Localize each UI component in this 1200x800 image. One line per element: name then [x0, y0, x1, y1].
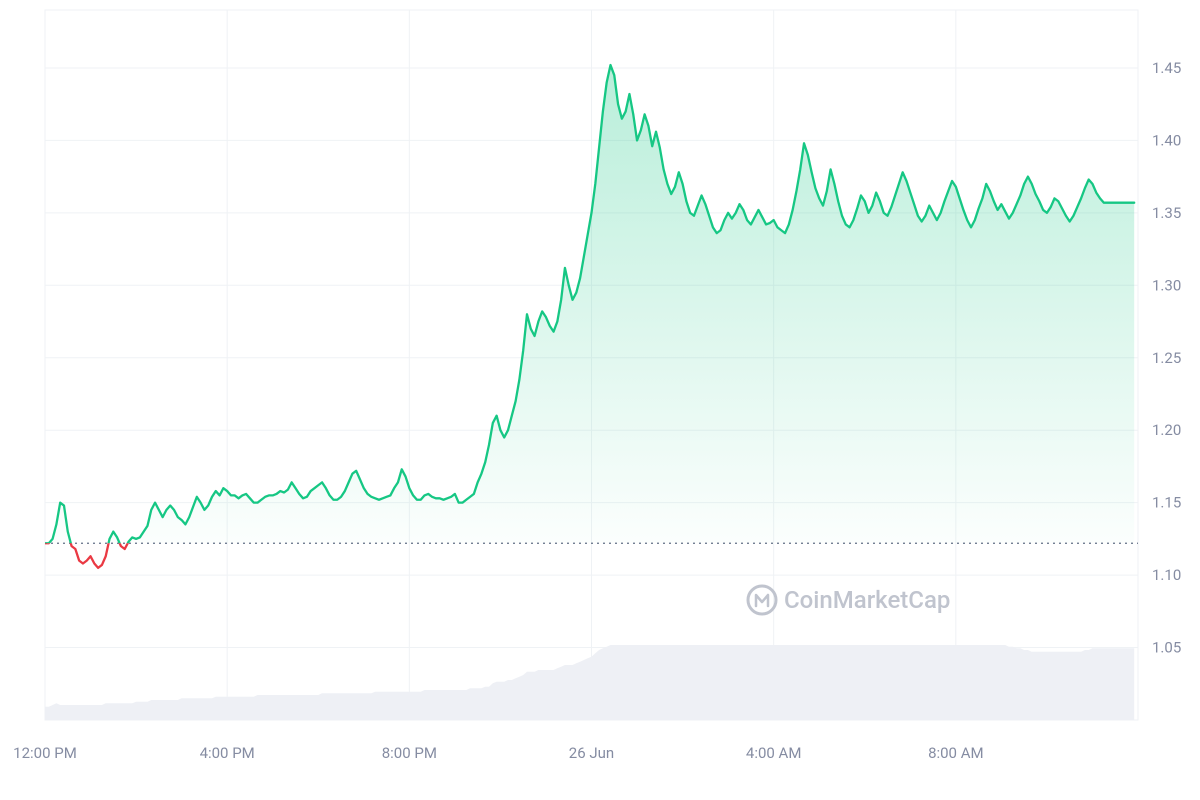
y-axis-label: 1.25	[1152, 349, 1181, 367]
price-chart: 1.05 1.10 1.15 1.20 1.25 1.30 1.35 1.40 1.45 12:0…	[0, 0, 1200, 800]
x-axis-label: 4:00 PM	[200, 744, 255, 762]
y-axis-label: 1.05	[1152, 639, 1181, 657]
volume-area	[45, 645, 1134, 720]
x-axis-label: 12:00 PM	[13, 744, 77, 762]
y-axis-label: 1.45	[1152, 59, 1181, 77]
y-axis-label: 1.35	[1152, 204, 1181, 222]
watermark-text: CoinMarketCap	[784, 586, 950, 614]
y-axis-label: 1.20	[1152, 421, 1181, 439]
y-axis-label: 1.30	[1152, 276, 1181, 294]
x-axis-label: 26 Jun	[569, 744, 614, 762]
x-axis-label: 8:00 AM	[928, 744, 984, 762]
x-axis-label: 8:00 PM	[382, 744, 437, 762]
y-axis-label: 1.40	[1152, 131, 1181, 149]
y-axis-label: 1.15	[1152, 494, 1181, 512]
chart-svg: 1.05 1.10 1.15 1.20 1.25 1.30 1.35 1.40 1.45 12:0…	[0, 0, 1200, 800]
y-axis-label: 1.10	[1152, 566, 1181, 584]
watermark: CoinMarketCap	[748, 586, 950, 614]
x-axis-label: 4:00 AM	[746, 744, 802, 762]
